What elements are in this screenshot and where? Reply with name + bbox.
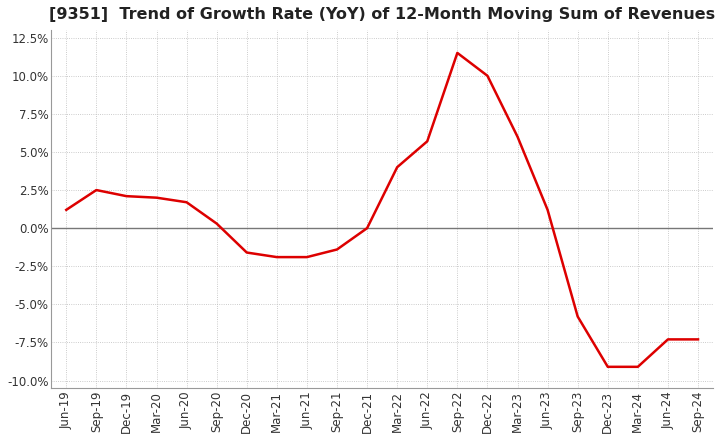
- Title: [9351]  Trend of Growth Rate (YoY) of 12-Month Moving Sum of Revenues: [9351] Trend of Growth Rate (YoY) of 12-…: [49, 7, 715, 22]
